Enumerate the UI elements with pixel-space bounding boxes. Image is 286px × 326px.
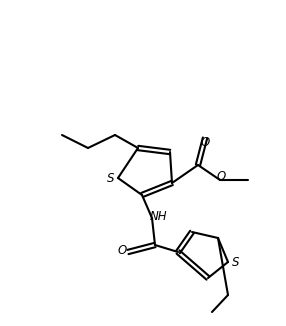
Text: S: S — [232, 256, 240, 269]
Text: O: O — [217, 170, 226, 183]
Text: S: S — [107, 171, 115, 185]
Text: O: O — [117, 244, 127, 258]
Text: NH: NH — [149, 210, 167, 223]
Text: O: O — [200, 136, 210, 149]
